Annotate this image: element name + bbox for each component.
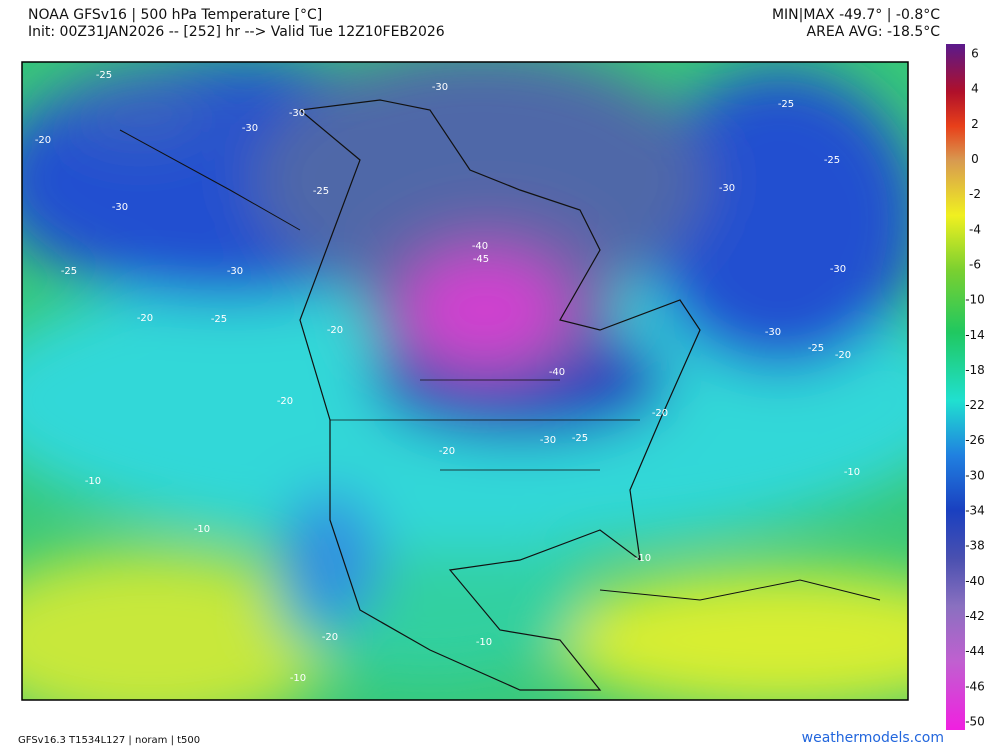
colorbar-label: -26 [965, 433, 985, 447]
colorbar-label: -14 [965, 328, 985, 342]
colorbar-label: -10 [965, 293, 985, 307]
colorbar-label: -40 [965, 574, 985, 588]
colorbar-label: -18 [965, 363, 985, 377]
contour-label: -30 [540, 435, 556, 446]
colorbar-label: 6 [971, 47, 979, 61]
contour-labels: -25-30-25-30-30-20-25-25 -30-30-40-45-25-… [35, 70, 860, 684]
contour-label: -20 [277, 396, 293, 407]
colorbar-label: -50 [965, 715, 985, 729]
contour-label: -10 [844, 467, 860, 478]
colorbar-label: -22 [965, 398, 985, 412]
contour-label: -10 [635, 553, 651, 564]
contour-label: -20 [35, 135, 51, 146]
contour-label: -45 [473, 254, 489, 265]
colorbar [946, 44, 965, 730]
contour-label: -30 [242, 123, 258, 134]
colorbar-label: 4 [971, 82, 979, 96]
contour-label: -40 [472, 241, 488, 252]
contour-label: -20 [835, 350, 851, 361]
colorbar-label: 2 [971, 117, 979, 131]
contour-label: -25 [211, 314, 227, 325]
colorbar-label: 0 [971, 152, 979, 166]
contour-label: -25 [96, 70, 112, 81]
colorbar-label: -44 [965, 644, 985, 658]
contour-label: -30 [432, 82, 448, 93]
colorbar-label: -6 [969, 257, 981, 271]
contour-label: -30 [112, 202, 128, 213]
title: NOAA GFSv16 | 500 hPa Temperature [°C] [28, 7, 322, 23]
colorbar-label: -4 [969, 222, 981, 236]
subtitle: Init: 00Z31JAN2026 -- [252] hr --> Valid… [28, 24, 445, 40]
contour-label: -25 [572, 433, 588, 444]
contour-label: -25 [778, 99, 794, 110]
colorbar-label: -2 [969, 187, 981, 201]
colorbar-label: -46 [965, 679, 985, 693]
contour-label: -25 [61, 266, 77, 277]
colorbar-label: -34 [965, 504, 985, 518]
contour-label: -30 [289, 108, 305, 119]
colorbar-label: -38 [965, 539, 985, 553]
contour-label: -20 [652, 408, 668, 419]
contour-label: -20 [327, 325, 343, 336]
contour-label: -20 [137, 313, 153, 324]
footer-site[interactable]: weathermodels.com [802, 730, 944, 746]
contour-label: -10 [476, 637, 492, 648]
colorbar-label: -30 [965, 468, 985, 482]
colorbar-label: -42 [965, 609, 985, 623]
contour-label: -10 [194, 524, 210, 535]
contour-label: -25 [313, 186, 329, 197]
colorbar-labels: 6 4 2 0 -2 -4 -6 -10 -14 -18 -22 -26 -30 -34 -38 -40 -42… [965, 47, 985, 729]
contour-label: -25 [824, 155, 840, 166]
contour-label: -10 [85, 476, 101, 487]
footer-model: GFSv16.3 T1534L127 | noram | t500 [18, 735, 200, 746]
area-avg: AREA AVG: -18.5°C [807, 24, 941, 40]
contour-label: -30 [719, 183, 735, 194]
contour-label: -25 [808, 343, 824, 354]
contour-label: -30 [830, 264, 846, 275]
map [22, 62, 908, 700]
contour-label: -40 [549, 367, 565, 378]
contour-label: -30 [765, 327, 781, 338]
minmax: MIN|MAX -49.7° | -0.8°C [772, 7, 940, 23]
contour-label: -10 [290, 673, 306, 684]
contour-label: -20 [439, 446, 455, 457]
map-frame [21, 61, 909, 701]
contour-label: -30 [227, 266, 243, 277]
contour-label: -20 [322, 632, 338, 643]
